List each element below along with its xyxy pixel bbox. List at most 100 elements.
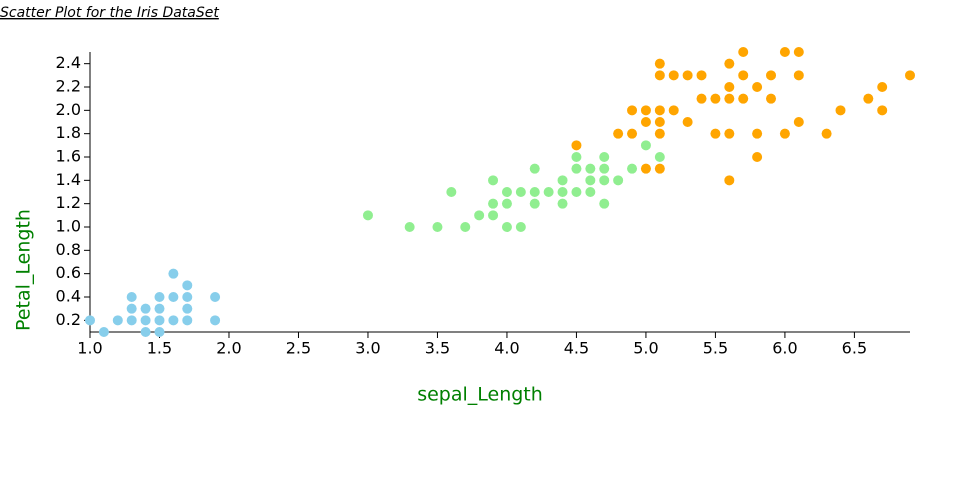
y-tick-label: 0.8 [56,240,81,259]
point [112,315,123,326]
point [557,175,568,186]
point [432,222,443,232]
point [696,93,707,104]
point [710,93,721,104]
point [571,140,582,151]
point [654,58,665,69]
point [668,105,679,116]
point [182,292,193,302]
x-tick-label: 6.5 [842,339,867,358]
point [599,198,610,209]
point [571,152,582,162]
point [640,140,651,151]
point [752,128,763,139]
point [154,327,165,337]
point [585,175,596,186]
x-tick-label: 1.0 [77,339,102,358]
y-tick-label: 1.8 [56,123,81,142]
x-tick-label: 5.0 [633,339,658,358]
point [488,198,499,209]
point [460,222,471,232]
point [724,93,735,104]
point [877,82,888,92]
point [654,105,665,116]
point [515,222,526,232]
point [585,187,596,197]
point [779,128,790,139]
point [126,303,137,314]
point [738,93,749,104]
point [474,210,485,221]
point [599,175,610,186]
point [404,222,415,232]
x-tick-label: 5.5 [703,339,728,358]
point [654,128,665,139]
point [571,187,582,197]
point [98,327,109,337]
point [529,187,540,197]
x-tick-label: 6.0 [772,339,797,358]
point [168,292,179,302]
x-tick-label: 3.0 [355,339,380,358]
y-tick-label: 1.0 [56,217,81,236]
point [738,47,749,57]
point [724,58,735,69]
point [210,292,221,302]
point [557,187,568,197]
x-tick-label: 4.5 [564,339,589,358]
point [446,187,457,197]
point [182,280,193,291]
point [585,163,596,174]
point [738,70,749,81]
y-tick-label: 2.4 [56,53,81,72]
point [599,163,610,174]
point [529,163,540,174]
point [627,128,638,139]
point [863,93,874,104]
point [640,163,651,174]
y-tick-label: 1.6 [56,147,81,166]
point [168,268,179,279]
point [766,70,777,81]
point [126,315,137,326]
point [571,163,582,174]
point [182,315,193,326]
y-tick-label: 2.0 [56,100,81,119]
point [85,315,95,326]
point [835,105,846,116]
x-tick-label: 2.0 [216,339,241,358]
x-tick-label: 1.5 [147,339,172,358]
chart-title: Scatter Plot for the Iris DataSet [0,5,219,21]
point [599,152,610,162]
point [752,152,763,162]
point [488,210,499,221]
point [154,315,165,326]
point [766,93,777,104]
point [529,198,540,209]
point [140,303,151,314]
x-axis-label: sepal_Length [417,384,543,406]
point [168,315,179,326]
point [210,315,221,326]
point [140,327,151,337]
point [793,70,804,81]
point [515,187,526,197]
point [182,303,193,314]
point [557,198,568,209]
point [710,128,721,139]
point [724,128,735,139]
point [613,175,624,186]
point [696,70,707,81]
point [821,128,832,139]
point [779,47,790,57]
point [905,70,915,81]
point [501,187,512,197]
point [154,303,165,314]
point [627,163,638,174]
point [140,315,151,326]
point [682,70,693,81]
point [793,47,804,57]
x-tick-label: 3.5 [425,339,450,358]
y-tick-label: 1.2 [56,193,81,212]
